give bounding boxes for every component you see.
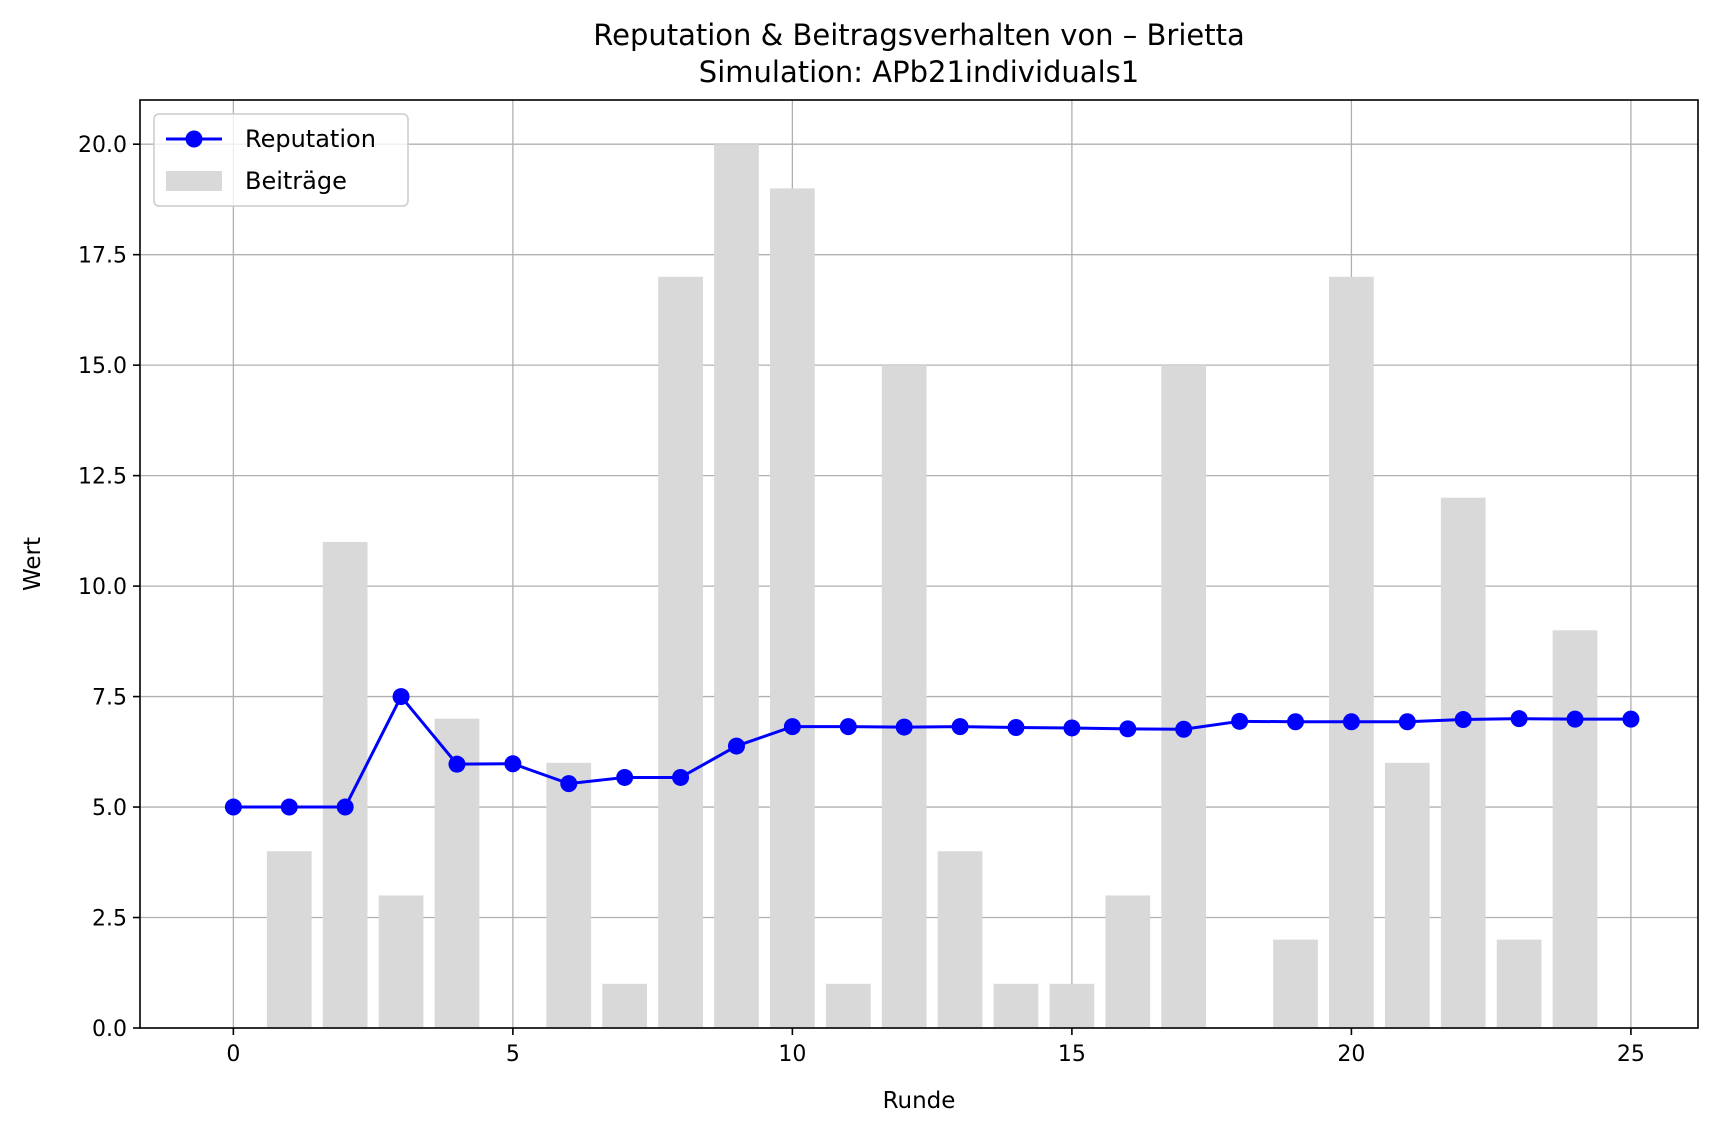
bar-beitraege-10 (770, 188, 815, 1028)
y-tick-label: 12.5 (78, 465, 127, 490)
bar-beitraege-21 (1384, 762, 1430, 1028)
bar-beitraege-24 (1552, 630, 1598, 1028)
y-tick-label: 0.0 (92, 1017, 127, 1042)
bar-beitraege-20 (1329, 276, 1374, 1028)
bar-beitraege-3 (378, 895, 424, 1028)
y-axis-label: Wert (20, 537, 46, 591)
point-reputation-18 (1231, 712, 1249, 730)
plot-frame (139, 99, 1699, 1029)
point-reputation-25 (1622, 710, 1640, 728)
line-layer (224, 688, 1640, 816)
bar-beitraege-2 (322, 541, 368, 1028)
bar-beitraege-16 (1105, 895, 1151, 1028)
point-reputation-14 (1007, 719, 1025, 737)
bar-beitraege-12 (881, 365, 927, 1029)
point-reputation-23 (1510, 710, 1528, 728)
point-reputation-0 (224, 798, 242, 816)
point-reputation-10 (783, 718, 801, 736)
x-tick-label: 25 (1617, 1042, 1645, 1067)
bar-beitraege-14 (993, 983, 1039, 1028)
point-reputation-15 (1063, 719, 1081, 737)
y-tick-label: 17.5 (78, 244, 127, 269)
x-tick-label: 10 (778, 1042, 806, 1067)
point-reputation-9 (727, 737, 745, 755)
point-reputation-13 (951, 718, 969, 736)
bar-beitraege-23 (1496, 939, 1542, 1028)
y-tick-label: 15.0 (78, 354, 127, 379)
chart-title: Reputation & Beitragsverhalten von – Bri… (593, 18, 1244, 52)
point-reputation-16 (1119, 720, 1137, 738)
bar-beitraege-15 (1049, 983, 1095, 1028)
line-reputation (233, 695, 1631, 809)
point-reputation-6 (560, 775, 578, 793)
bar-beitraege-7 (602, 983, 648, 1028)
point-reputation-20 (1342, 713, 1360, 731)
x-tick-label: 5 (506, 1042, 520, 1067)
x-tick-label: 15 (1058, 1042, 1086, 1067)
point-reputation-8 (672, 768, 690, 786)
legend-label-beitraege: Beiträge (245, 167, 347, 195)
bar-beitraege-6 (546, 762, 592, 1028)
point-reputation-24 (1566, 710, 1584, 728)
point-reputation-19 (1287, 713, 1305, 731)
legend: Reputation Beiträge (153, 113, 409, 207)
x-tick-label: 0 (226, 1042, 240, 1067)
y-tick-label: 5.0 (92, 796, 127, 821)
bar-beitraege-19 (1273, 939, 1318, 1028)
legend-reputation-marker-swatch (185, 130, 203, 148)
point-reputation-4 (448, 755, 466, 773)
x-axis-label: Runde (883, 1088, 956, 1114)
bar-beitraege-13 (937, 851, 983, 1028)
y-tick-label: 10.0 (78, 575, 127, 600)
bar-layer (266, 144, 1598, 1029)
point-reputation-11 (839, 718, 857, 736)
y-tick-label: 2.5 (92, 907, 127, 932)
bar-beitraege-9 (714, 144, 759, 1028)
bar-beitraege-1 (266, 851, 312, 1028)
point-reputation-7 (616, 768, 634, 786)
y-tick-label: 20.0 (78, 133, 127, 158)
bar-beitraege-11 (825, 983, 871, 1028)
point-reputation-12 (895, 718, 913, 736)
bar-beitraege-17 (1161, 365, 1207, 1029)
y-tick-label: 7.5 (92, 686, 127, 711)
chart-subtitle: Simulation: APb21individuals1 (699, 55, 1139, 89)
tick-layer: 0 5 10 15 20 25 0.0 2.5 5.0 7.5 10.0 12.5 15.0 17.5 20… (78, 133, 1645, 1067)
point-reputation-5 (504, 755, 522, 773)
legend-beitraege-swatch (166, 171, 222, 191)
point-reputation-22 (1454, 711, 1472, 729)
point-reputation-2 (336, 798, 354, 816)
legend-label-reputation: Reputation (245, 125, 376, 153)
point-reputation-1 (280, 798, 298, 816)
point-reputation-17 (1175, 720, 1193, 738)
x-tick-label: 20 (1337, 1042, 1365, 1067)
bar-beitraege-22 (1440, 497, 1486, 1028)
point-reputation-3 (392, 688, 410, 706)
bar-beitraege-8 (658, 276, 703, 1028)
point-reputation-21 (1398, 713, 1416, 731)
